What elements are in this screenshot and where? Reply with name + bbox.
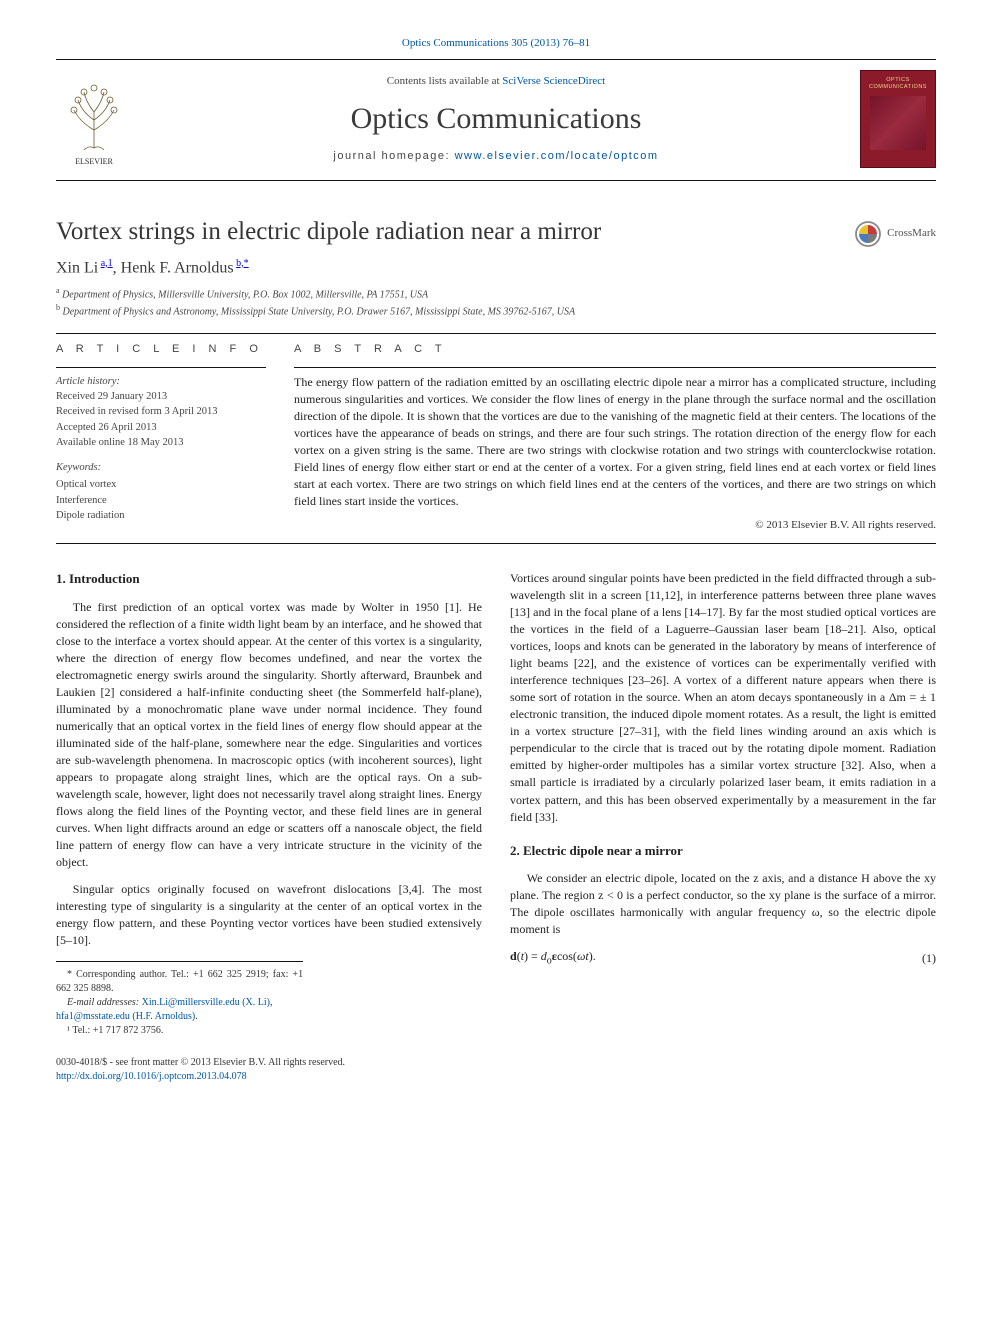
doi-link[interactable]: http://dx.doi.org/10.1016/j.optcom.2013.…	[56, 1071, 247, 1082]
divider	[56, 333, 936, 334]
journal-name: Optics Communications	[146, 99, 846, 140]
article-history: Article history: Received 29 January 201…	[56, 374, 266, 450]
section-1-para-2: Singular optics originally focused on wa…	[56, 881, 482, 949]
history-received: Received 29 January 2013	[56, 391, 167, 402]
section-1-para-1: The first prediction of an optical vorte…	[56, 599, 482, 872]
emails-label: E-mail addresses:	[67, 997, 142, 1008]
page-footer-meta: 0030-4018/$ - see front matter © 2013 El…	[56, 1056, 936, 1084]
journal-homepage: journal homepage: www.elsevier.com/locat…	[146, 149, 846, 164]
history-online: Available online 18 May 2013	[56, 437, 184, 448]
footnote-1: ¹ Tel.: +1 717 872 3756.	[56, 1024, 303, 1038]
author-2-sup: b,*	[234, 258, 249, 269]
article-info-column: A R T I C L E I N F O Article history: R…	[56, 342, 266, 533]
history-label: Article history:	[56, 376, 120, 387]
affiliation-a: Department of Physics, Millersville Univ…	[62, 289, 428, 300]
equation-1-number: (1)	[922, 950, 936, 967]
article-body: 1. Introduction The first prediction of …	[56, 570, 936, 1038]
corresponding-author: * Corresponding author. Tel.: +1 662 325…	[56, 968, 303, 996]
keyword-2: Interference	[56, 495, 107, 506]
equation-1: d(t) = doεcos(ωt). (1)	[510, 948, 936, 969]
keyword-1: Optical vortex	[56, 479, 116, 490]
crossmark-icon	[855, 221, 881, 247]
history-accepted: Accepted 26 April 2013	[56, 422, 157, 433]
crossmark-label: CrossMark	[887, 226, 936, 241]
abstract-column: A B S T R A C T The energy flow pattern …	[294, 342, 936, 533]
affiliations: a Department of Physics, Millersville Un…	[56, 285, 936, 320]
elsevier-tree-icon: ELSEVIER	[56, 70, 132, 168]
masthead: ELSEVIER Contents lists available at Sci…	[56, 59, 936, 181]
history-revised: Received in revised form 3 April 2013	[56, 406, 218, 417]
email-link-1[interactable]: Xin.Li@millersville.edu (X. Li)	[142, 997, 270, 1008]
sciencedirect-link[interactable]: SciVerse ScienceDirect	[502, 75, 605, 87]
contents-prefix: Contents lists available at	[387, 75, 502, 87]
journal-reference: Optics Communications 305 (2013) 76–81	[56, 36, 936, 51]
divider	[56, 543, 936, 544]
section-2-title: 2. Electric dipole near a mirror	[510, 842, 936, 860]
cover-title: OPTICS COMMUNICATIONS	[861, 77, 935, 92]
authors: Xin Li a,1, Henk F. Arnoldus b,*	[56, 257, 936, 279]
section-1-title: 1. Introduction	[56, 570, 482, 588]
issn-line: 0030-4018/$ - see front matter © 2013 El…	[56, 1056, 936, 1070]
contents-available: Contents lists available at SciVerse Sci…	[146, 74, 846, 89]
equation-1-body: d(t) = doεcos(ωt).	[510, 948, 596, 969]
homepage-link[interactable]: www.elsevier.com/locate/optcom	[455, 150, 659, 162]
keyword-3: Dipole radiation	[56, 510, 125, 521]
section-2-para-1: We consider an electric dipole, located …	[510, 870, 936, 938]
cover-art-icon	[870, 96, 926, 150]
footnotes: * Corresponding author. Tel.: +1 662 325…	[56, 961, 303, 1038]
author-1-sup: a,1	[98, 258, 112, 269]
abstract-copyright: © 2013 Elsevier B.V. All rights reserved…	[294, 518, 936, 533]
homepage-prefix: journal homepage:	[333, 150, 454, 162]
publisher-logo: ELSEVIER	[56, 70, 132, 168]
article-title: Vortex strings in electric dipole radiat…	[56, 215, 601, 249]
publisher-logo-label: ELSEVIER	[75, 157, 113, 166]
divider	[56, 367, 266, 368]
author-1-name: Xin Li	[56, 259, 98, 276]
author-2-name: Henk F. Arnoldus	[121, 259, 234, 276]
keywords-label: Keywords:	[56, 460, 266, 475]
affiliation-b: Department of Physics and Astronomy, Mis…	[63, 306, 576, 317]
journal-cover-thumb: OPTICS COMMUNICATIONS	[860, 70, 936, 168]
section-1-para-3: Vortices around singular points have bee…	[510, 570, 936, 825]
crossmark-badge[interactable]: CrossMark	[855, 221, 936, 247]
keywords-block: Keywords: Optical vortex Interference Di…	[56, 460, 266, 523]
article-info-label: A R T I C L E I N F O	[56, 342, 266, 357]
abstract-label: A B S T R A C T	[294, 342, 936, 357]
abstract-text: The energy flow pattern of the radiation…	[294, 374, 936, 510]
email-link-2[interactable]: hfa1@msstate.edu (H.F. Arnoldus)	[56, 1011, 195, 1022]
